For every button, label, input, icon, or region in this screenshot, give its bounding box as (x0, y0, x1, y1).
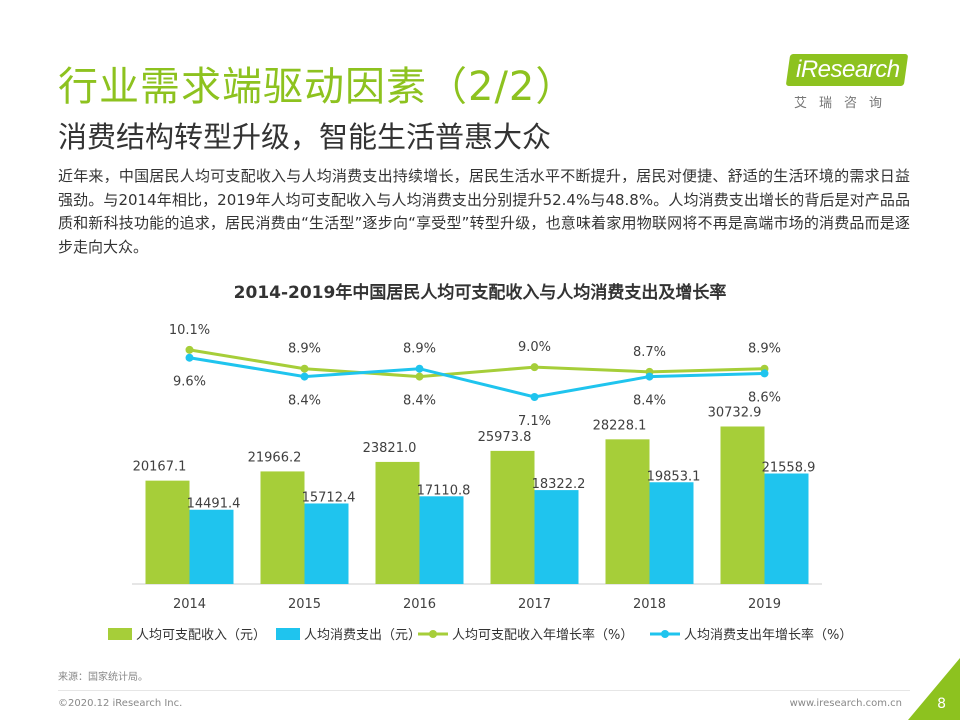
legend-label-2: 人均可支配收入年增长率（%） (452, 627, 633, 643)
point-consumption-growth-2018 (645, 372, 654, 381)
point-income-growth-2014 (185, 345, 194, 354)
point-label-income-growth-2015: 8.9% (288, 342, 321, 357)
line-series-group: 10.1% 8.9% 8.4% 9.0% 8.7% 8.9% 9.6% 8.4% 8.9% 7.1… (169, 323, 781, 429)
point-label-consumption-growth-2017: 7.1% (518, 414, 551, 429)
x-tick-2017: 2017 (518, 597, 551, 612)
legend-swatch-0 (108, 628, 132, 640)
point-consumption-growth-2014 (185, 353, 194, 362)
point-label-income-growth-2017: 9.0% (518, 340, 551, 355)
page-title: 行业需求端驱动因素（2/2） (58, 64, 577, 110)
bar-label-income-2015: 21966.2 (248, 450, 302, 465)
point-label-income-growth-2019: 8.9% (748, 342, 781, 357)
point-label-consumption-growth-2018: 8.4% (633, 394, 666, 409)
x-tick-2018: 2018 (633, 597, 666, 612)
bar-income-2019 (720, 426, 765, 584)
point-label-consumption-growth-2016: 8.9% (403, 342, 436, 357)
chart-title: 2014-2019年中国居民人均可支配收入与人均消费支出及增长率 (234, 282, 727, 303)
logo-sub-text: 艾瑞咨询 (794, 96, 895, 111)
point-label-consumption-growth-2015: 8.4% (288, 394, 321, 409)
income-consumption-chart: 2014-2019年中国居民人均可支配收入与人均消费支出及增长率 20167.1… (108, 282, 852, 643)
website-link[interactable]: www.iresearch.com.cn (789, 698, 902, 709)
page-subtitle: 消费结构转型升级，智能生活普惠大众 (58, 120, 552, 154)
logo-brand-text: iResearch (796, 56, 900, 83)
legend-swatch-1 (276, 628, 300, 640)
bar-consumption-2017 (534, 490, 579, 584)
point-consumption-growth-2017 (530, 393, 539, 401)
footer-divider (58, 690, 910, 691)
bar-label-consumption-2016: 17110.8 (417, 483, 471, 498)
bar-label-consumption-2014: 14491.4 (187, 497, 241, 512)
bar-label-consumption-2019: 21558.9 (762, 461, 816, 476)
bar-income-2014 (145, 480, 190, 584)
bar-label-income-2017: 25973.8 (478, 430, 532, 445)
line-income-growth (189, 348, 765, 379)
bar-income-2016 (375, 461, 420, 584)
intro-paragraph: 近年来，中国居民人均可支配收入与人均消费支出持续增长，居民生活水平不断提升，居民… (58, 167, 910, 256)
bar-income-2015 (260, 471, 305, 584)
point-label-income-growth-2018: 8.7% (633, 345, 666, 360)
bar-consumption-2015 (304, 503, 349, 584)
iresearch-logo: iResearch 艾瑞咨询 (785, 52, 912, 112)
legend-label-1: 人均消费支出（元） (304, 628, 421, 643)
point-label-income-growth-2016: 8.4% (403, 394, 436, 409)
x-tick-2014: 2014 (173, 597, 206, 612)
x-tick-2015: 2015 (288, 597, 321, 612)
point-consumption-growth-2016 (415, 364, 424, 373)
point-consumption-growth-2019 (760, 369, 769, 378)
line-consumption-growth (189, 356, 765, 399)
source-note: 来源：国家统计局。 (58, 672, 148, 683)
point-label-income-growth-2014: 10.1% (169, 323, 210, 338)
bar-label-consumption-2015: 15712.4 (302, 490, 356, 505)
point-income-growth-2016 (415, 372, 424, 381)
bar-consumption-2018 (649, 482, 694, 584)
x-tick-2019: 2019 (748, 597, 781, 612)
point-consumption-growth-2015 (300, 372, 309, 381)
point-label-consumption-growth-2019: 8.6% (748, 390, 781, 405)
bar-consumption-2016 (419, 496, 464, 584)
bar-label-income-2018: 28228.1 (593, 418, 647, 433)
bar-consumption-2019 (764, 473, 809, 584)
bar-income-2018 (605, 439, 650, 584)
bar-label-consumption-2018: 19853.1 (647, 469, 701, 484)
point-income-growth-2017 (530, 363, 539, 372)
page-number: 8 (937, 696, 946, 712)
legend-marker-2 (429, 630, 437, 638)
bar-label-income-2014: 20167.1 (133, 460, 187, 475)
bar-label-income-2019: 30732.9 (708, 405, 762, 420)
x-tick-2016: 2016 (403, 597, 436, 612)
x-tick-labels: 2014 2015 2016 2017 2018 2019 (173, 597, 781, 612)
bar-label-consumption-2017: 18322.2 (532, 477, 586, 492)
legend-label-0: 人均可支配收入（元） (136, 628, 266, 643)
page-corner-decoration (908, 658, 960, 720)
point-income-growth-2015 (300, 364, 309, 373)
bar-label-income-2016: 23821.0 (363, 441, 417, 456)
bar-series-group: 20167.1 21966.2 23821.0 25973.8 28228.1 30732… (133, 405, 816, 584)
copyright-text: ©2020.12 iResearch Inc. (58, 698, 183, 709)
chart-legend: 人均可支配收入（元） 人均消费支出（元） 人均可支配收入年增长率（%） 人均消费支出年… (108, 627, 852, 643)
legend-marker-3 (661, 630, 669, 638)
bar-consumption-2014 (189, 509, 234, 584)
point-label-consumption-growth-2014: 9.6% (173, 375, 206, 390)
legend-label-3: 人均消费支出年增长率（%） (684, 627, 852, 643)
bar-income-2017 (490, 450, 535, 584)
